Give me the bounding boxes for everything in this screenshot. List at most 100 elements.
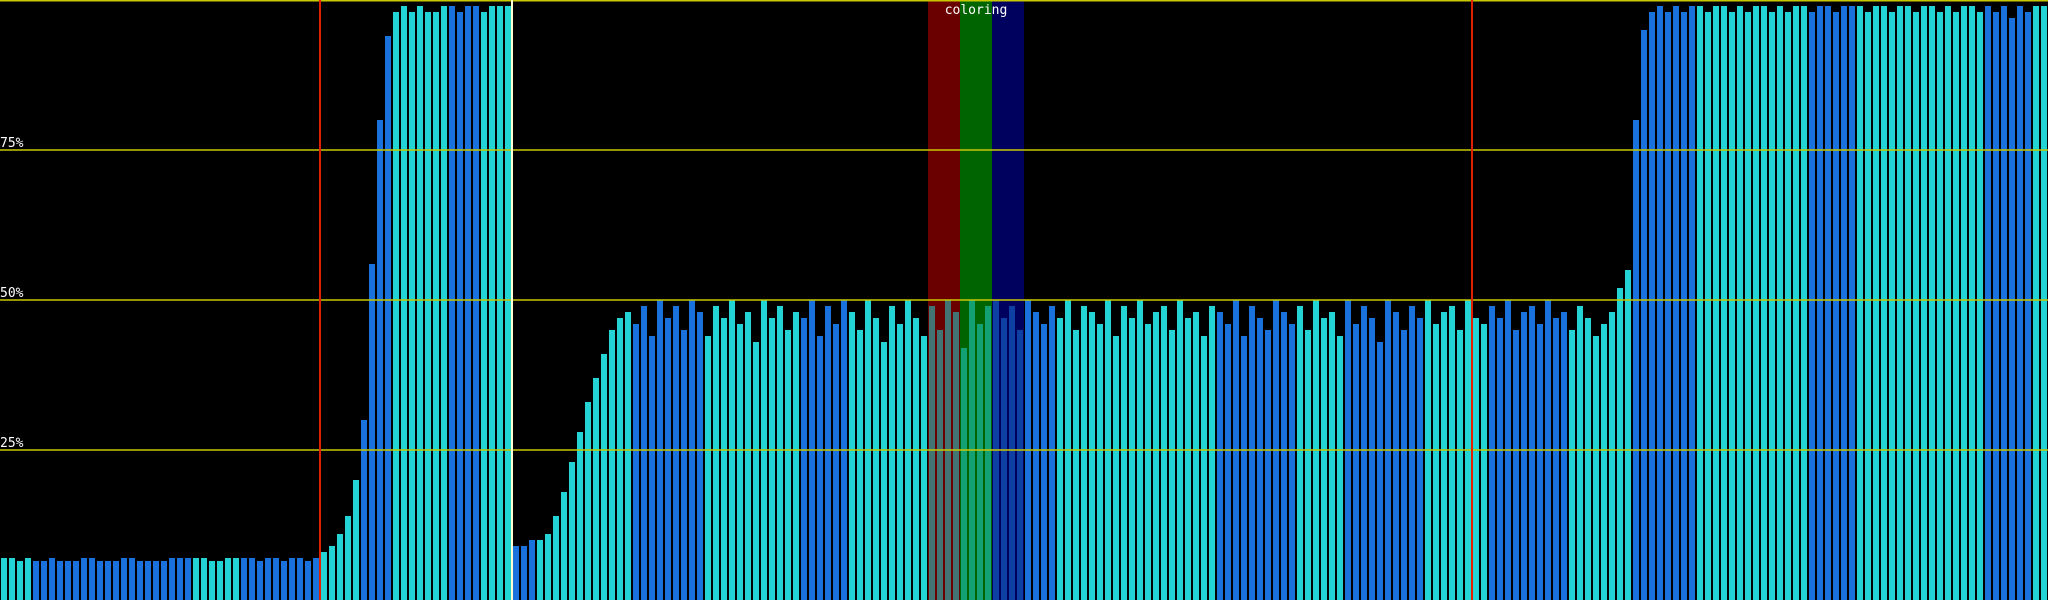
bar: [169, 558, 175, 600]
bar: [1913, 12, 1919, 600]
bar: [1321, 318, 1327, 600]
bar: [97, 561, 103, 600]
bar: [1001, 318, 1007, 600]
bar: [1449, 306, 1455, 600]
bar: [1297, 306, 1303, 600]
bar: [257, 561, 263, 600]
bar: [1097, 324, 1103, 600]
bar: [1337, 336, 1343, 600]
bar: [1801, 6, 1807, 600]
bar: [129, 558, 135, 600]
bar: [337, 534, 343, 600]
bar: [313, 558, 319, 600]
bar: [1209, 306, 1215, 600]
bar: [1721, 6, 1727, 600]
bar: [457, 12, 463, 600]
bar: [1121, 306, 1127, 600]
bar: [2001, 6, 2007, 600]
bar: [857, 330, 863, 600]
bar: [1249, 306, 1255, 600]
bar: [201, 558, 207, 600]
bar: [569, 462, 575, 600]
bar: [65, 561, 71, 600]
bar: [1481, 324, 1487, 600]
bar: [441, 6, 447, 600]
bar: [1625, 270, 1631, 600]
bar: [9, 558, 15, 600]
bar: [1049, 306, 1055, 600]
bar: [1521, 312, 1527, 600]
bar: [1705, 12, 1711, 600]
bar: [1409, 306, 1415, 600]
bar: [1897, 6, 1903, 600]
bar: [17, 561, 23, 600]
bar: [1601, 324, 1607, 600]
bar: [1681, 12, 1687, 600]
bar: [1649, 12, 1655, 600]
bar: [1697, 6, 1703, 600]
bar: [1417, 318, 1423, 600]
bar: [153, 561, 159, 600]
bar: [713, 306, 719, 600]
bar: [1609, 312, 1615, 600]
bar: [609, 330, 615, 600]
bar: [241, 558, 247, 600]
bar: [345, 516, 351, 600]
bar: [681, 330, 687, 600]
bar: [353, 480, 359, 600]
bar: [617, 318, 623, 600]
bar: [1561, 312, 1567, 600]
bar: [377, 120, 383, 600]
bar: [777, 306, 783, 600]
bar: [449, 6, 455, 600]
bar: [329, 546, 335, 600]
bar: [177, 558, 183, 600]
bar: [633, 324, 639, 600]
bar: [1185, 318, 1191, 600]
bar: [1289, 324, 1295, 600]
bar: [249, 558, 255, 600]
bar: [465, 6, 471, 600]
bar: [1241, 336, 1247, 600]
y-tick-label: 25%: [0, 436, 24, 451]
bar: [2017, 6, 2023, 600]
bar: [881, 342, 887, 600]
bar: [1633, 120, 1639, 600]
bar: [521, 546, 527, 600]
bar: [1889, 12, 1895, 600]
bar: [961, 348, 967, 600]
bar: [1769, 12, 1775, 600]
bar: [1993, 12, 1999, 600]
bar: [721, 318, 727, 600]
bar-layer: [1, 6, 2047, 600]
bar: [1265, 330, 1271, 600]
bar: [217, 561, 223, 600]
bar: [801, 318, 807, 600]
bar: [1041, 324, 1047, 600]
bar: [673, 306, 679, 600]
y-tick-label: 75%: [0, 136, 24, 151]
bar: [1689, 6, 1695, 600]
bar: [1009, 306, 1015, 600]
bar: [1145, 324, 1151, 600]
bar: [1953, 12, 1959, 600]
bar: [1153, 312, 1159, 600]
bar: [1017, 330, 1023, 600]
bar: [1809, 12, 1815, 600]
bar: [185, 558, 191, 600]
bar: [1777, 6, 1783, 600]
bar: [497, 6, 503, 600]
bar: [1961, 6, 1967, 600]
bar: [1161, 306, 1167, 600]
bar: [2025, 12, 2031, 600]
bar: [505, 6, 511, 600]
highlight-label: coloring: [945, 3, 1008, 18]
bar: [1113, 336, 1119, 600]
bar: [1793, 6, 1799, 600]
bar: [2009, 18, 2015, 600]
bar: [1457, 330, 1463, 600]
bar: [1977, 12, 1983, 600]
bar: [769, 318, 775, 600]
bar: [193, 558, 199, 600]
